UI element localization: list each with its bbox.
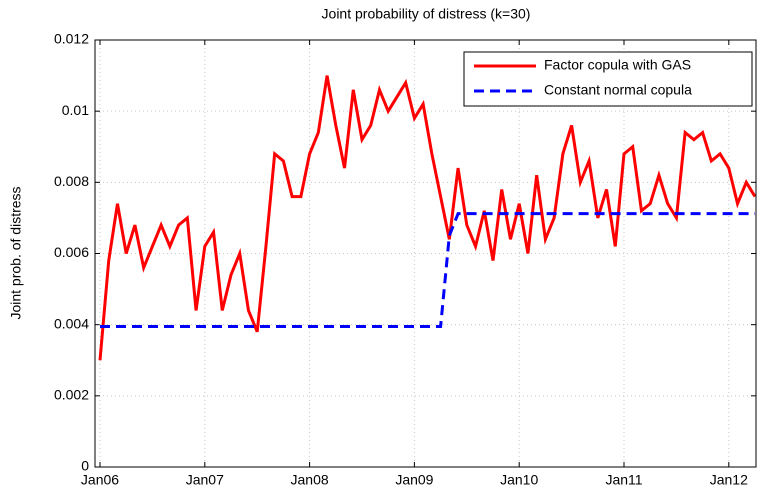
series-line [98, 75, 757, 361]
x-tick-label: Jan11 [605, 472, 642, 488]
y-tick-label: 0.004 [54, 315, 89, 331]
y-axis-label: Joint prob. of distress [8, 186, 24, 319]
y-tick-label: 0.008 [54, 173, 89, 189]
x-tick-label: Jan10 [500, 472, 538, 488]
y-tick-label: 0.006 [54, 244, 89, 260]
series-line [100, 212, 755, 328]
legend-label: Constant normal copula [544, 82, 692, 98]
x-tick-label: Jan08 [291, 472, 329, 488]
chart-title: Joint probability of distress (k=30) [322, 6, 531, 22]
y-tick-label: 0.012 [54, 31, 89, 47]
legend-box [463, 51, 753, 107]
y-tick-label: 0.002 [54, 387, 89, 403]
x-tick-label: Jan06 [81, 472, 119, 488]
x-tick-label: Jan09 [395, 472, 433, 488]
legend-label: Factor copula with GAS [544, 57, 691, 73]
y-tick-label: 0.01 [62, 102, 89, 118]
x-tick-label: Jan12 [710, 472, 748, 488]
plot-frame [94, 39, 757, 468]
x-tick-label: Jan07 [186, 472, 224, 488]
y-tick-label: 0 [81, 458, 89, 474]
